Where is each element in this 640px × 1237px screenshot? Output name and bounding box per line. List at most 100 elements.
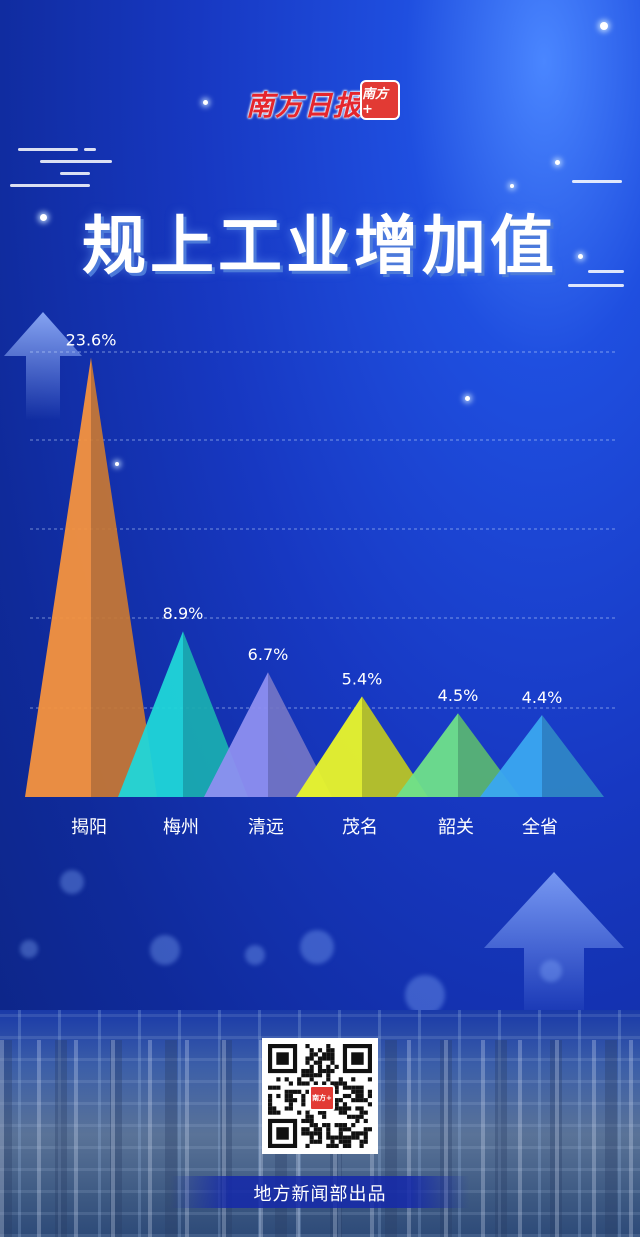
sparkle-decoration (510, 184, 514, 188)
qr-module (272, 1110, 277, 1115)
qr-module (326, 1064, 331, 1069)
qr-module (305, 1073, 310, 1078)
masthead: 南方日报 (0, 80, 640, 124)
qr-module (272, 1085, 277, 1090)
qr-module (309, 1056, 314, 1061)
page-title: 规上工业增加值 (82, 210, 558, 284)
qr-module (351, 1077, 356, 1082)
category-label: 梅州 (163, 817, 199, 838)
qr-module (309, 1123, 314, 1128)
qr-module (351, 1114, 356, 1119)
qr-module (317, 1131, 323, 1136)
sparkle-decoration (578, 254, 583, 259)
qr-finder (351, 1052, 364, 1065)
decorative-line (572, 180, 622, 183)
qr-module (326, 1127, 331, 1132)
qr-module (284, 1077, 289, 1082)
data-label: 6.7% (248, 645, 289, 664)
qr-module (317, 1064, 323, 1069)
qr-module (342, 1106, 348, 1111)
qr-module (313, 1073, 318, 1078)
qr-module (334, 1143, 339, 1148)
category-label: 全省 (522, 817, 558, 838)
qr-module (326, 1056, 331, 1061)
qr-module (309, 1073, 314, 1078)
qr-module (317, 1068, 323, 1074)
qr-module (305, 1114, 310, 1119)
qr-module (297, 1089, 302, 1094)
qr-module (297, 1110, 302, 1115)
bar-face-dark (362, 696, 428, 797)
qr-module (355, 1089, 360, 1094)
bokeh-decoration (300, 930, 334, 964)
qr-module (326, 1048, 331, 1053)
qr-module (351, 1098, 356, 1103)
qr-module (317, 1048, 323, 1053)
decorative-line (84, 148, 96, 151)
qr-module (297, 1081, 302, 1086)
qr-module (326, 1131, 331, 1136)
qr-module (367, 1077, 372, 1082)
qr-module (342, 1143, 348, 1148)
sparkle-decoration (465, 396, 470, 401)
qr-module (342, 1085, 348, 1090)
qr-module (301, 1127, 306, 1132)
bar-face-light (25, 357, 91, 797)
qr-module (305, 1143, 310, 1148)
qr-module (342, 1081, 348, 1086)
qr-module (313, 1123, 318, 1128)
qr-module (334, 1064, 339, 1069)
qr-module (288, 1098, 293, 1103)
data-label: 4.5% (438, 686, 479, 705)
qr-module (342, 1102, 348, 1107)
qr-module (338, 1135, 343, 1140)
qr-module (317, 1056, 323, 1061)
qr-module (359, 1143, 364, 1148)
qr-module (301, 1068, 306, 1074)
bokeh-decoration (150, 935, 180, 965)
qr-module (313, 1060, 318, 1065)
qr-module (305, 1068, 310, 1074)
qr-module (322, 1123, 327, 1128)
qr-module (355, 1085, 360, 1090)
qr-module (305, 1118, 310, 1124)
decorative-line (18, 148, 78, 151)
qr-module (305, 1110, 310, 1115)
qr-module (309, 1139, 314, 1144)
bar-face-light (118, 631, 183, 797)
qr-module (309, 1135, 314, 1140)
qr-module (301, 1093, 306, 1099)
up-arrow-decoration (4, 312, 82, 420)
qr-module (326, 1068, 331, 1074)
qr-module (276, 1110, 281, 1115)
qr-module (342, 1123, 348, 1128)
qr-module (297, 1077, 302, 1082)
qr-module (268, 1106, 273, 1111)
bar-茂名 (296, 696, 428, 797)
qr-module (317, 1139, 323, 1144)
qr-module (326, 1044, 331, 1049)
qr-module (342, 1110, 348, 1115)
qr-module (342, 1135, 348, 1140)
qr-module (276, 1093, 281, 1099)
bar-face-light (396, 713, 458, 797)
bar-face-light (480, 715, 542, 797)
qr-module (301, 1118, 306, 1124)
data-label: 5.4% (342, 669, 383, 688)
category-label: 韶关 (438, 817, 474, 838)
qr-module (351, 1131, 356, 1136)
qr-module (330, 1139, 335, 1144)
qr-code[interactable]: 南方+ (262, 1038, 378, 1154)
bar-全省 (480, 715, 604, 797)
qr-module (309, 1114, 314, 1119)
qr-module (288, 1081, 293, 1086)
qr-finder (276, 1127, 289, 1140)
qr-module (342, 1139, 348, 1144)
qr-module (288, 1106, 293, 1111)
qr-module (338, 1139, 343, 1144)
decorative-line (588, 270, 624, 273)
data-label: 8.9% (163, 604, 204, 623)
qr-module (313, 1081, 318, 1086)
bar-揭阳 (25, 357, 157, 797)
qr-module (363, 1110, 368, 1115)
